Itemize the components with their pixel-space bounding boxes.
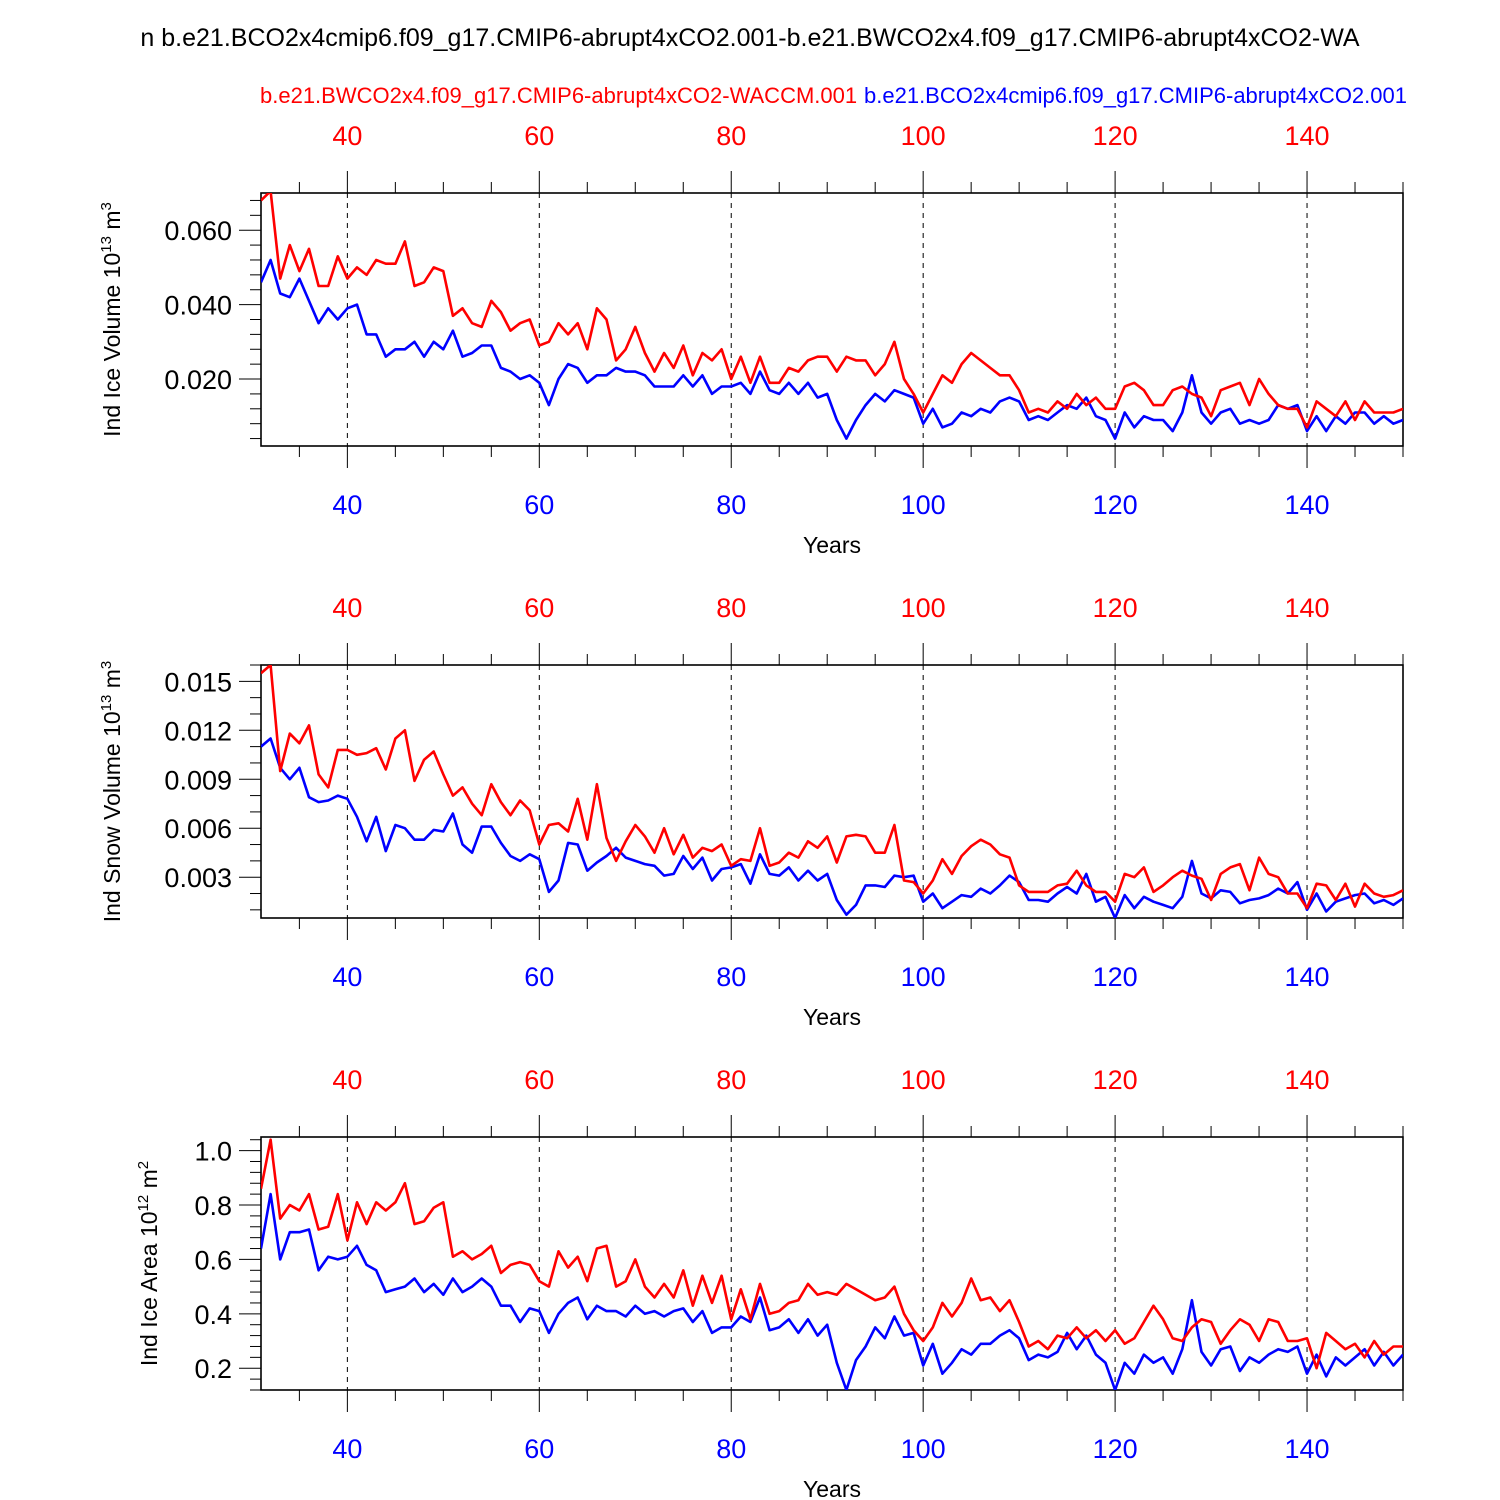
plot-frame	[260, 664, 1404, 919]
x-tick-label-top: 60	[524, 1065, 554, 1095]
x-tick-label-bottom: 140	[1285, 1434, 1330, 1464]
y-axis-label-main: Ind Ice Volume 10	[99, 253, 125, 437]
y-tick-label: 0.009	[164, 765, 232, 795]
x-tick-label-bottom: 60	[524, 1434, 554, 1464]
x-tick-label-top: 60	[524, 593, 554, 623]
y-axis-label-exponent: 12	[135, 1195, 152, 1212]
plot-frame	[260, 1136, 1404, 1391]
x-tick-label-top: 120	[1093, 1065, 1138, 1095]
x-tick-label-bottom: 120	[1093, 962, 1138, 992]
y-axis-label-unit-exponent: 3	[98, 661, 115, 669]
x-tick-label-bottom: 60	[524, 962, 554, 992]
legend-red-label: b.e21.BWCO2x4.f09_g17.CMIP6-abrupt4xCO2-…	[260, 83, 857, 108]
y-tick-label: 0.015	[164, 667, 232, 697]
x-axis-label: Years	[803, 1004, 861, 1030]
y-axis-label-main: Ind Snow Volume 10	[99, 711, 125, 922]
y-tick-label: 0.8	[194, 1191, 232, 1221]
x-axis-label: Years	[803, 1476, 861, 1500]
y-axis-label: Ind Ice Area 1012 m2	[135, 1161, 162, 1366]
series-line-red	[261, 665, 1403, 910]
y-axis-label: Ind Snow Volume 1013 m3	[98, 661, 125, 923]
x-tick-label-top: 120	[1093, 593, 1138, 623]
chart-panel-2: 0.003 0.006 0.009 0.012 0.015 40 40 60 60 80 80 100…	[98, 593, 1404, 1030]
x-tick-label-bottom: 120	[1093, 490, 1138, 520]
figure-title: n b.e21.BCO2x4cmip6.f09_g17.CMIP6-abrupt…	[140, 24, 1359, 52]
x-tick-label-top: 100	[901, 1065, 946, 1095]
y-tick-label: 0.020	[164, 365, 232, 395]
x-tick-label-bottom: 40	[332, 962, 362, 992]
x-tick-label-top: 120	[1093, 121, 1138, 151]
y-axis-label-unit: m	[99, 210, 125, 236]
y-axis-label-exponent: 13	[98, 695, 115, 712]
series-line-blue	[261, 258, 1403, 440]
y-tick-label: 0.003	[164, 863, 232, 893]
y-axis-label: Ind Ice Volume 1013 m3	[98, 202, 125, 437]
x-tick-label-bottom: 140	[1285, 490, 1330, 520]
x-tick-label-bottom: 80	[716, 1434, 746, 1464]
x-tick-label-bottom: 60	[524, 490, 554, 520]
y-tick-label: 0.6	[194, 1245, 232, 1275]
x-tick-label-top: 60	[524, 121, 554, 151]
legend-blue-label: b.e21.BCO2x4cmip6.f09_g17.CMIP6-abrupt4x…	[864, 83, 1407, 108]
x-tick-label-top: 80	[716, 593, 746, 623]
y-axis-label-unit-exponent: 2	[135, 1161, 152, 1169]
x-tick-label-bottom: 100	[901, 962, 946, 992]
x-tick-label-top: 100	[901, 593, 946, 623]
x-tick-label-bottom: 100	[901, 1434, 946, 1464]
y-tick-label: 1.0	[194, 1137, 232, 1167]
y-tick-label: 0.2	[194, 1354, 232, 1384]
y-axis-label-main: Ind Ice Area 10	[136, 1211, 162, 1366]
x-tick-label-top: 40	[332, 593, 362, 623]
x-tick-label-bottom: 140	[1285, 962, 1330, 992]
x-tick-label-top: 40	[332, 1065, 362, 1095]
x-tick-label-top: 80	[716, 1065, 746, 1095]
chart-panels: 0.020 0.040 0.060 40 40 60 60 80 80 100 100 120 120 1…	[98, 121, 1404, 1500]
y-axis-label-exponent: 13	[98, 236, 115, 253]
series-line-red	[261, 193, 1403, 429]
y-tick-label: 0.060	[164, 216, 232, 246]
x-tick-label-top: 80	[716, 121, 746, 151]
chart-panel-1: 0.020 0.040 0.060 40 40 60 60 80 80 100 100 120 120 1…	[98, 121, 1404, 558]
x-tick-label-top: 140	[1285, 121, 1330, 151]
y-axis-label-unit: m	[136, 1169, 162, 1195]
y-tick-label: 0.040	[164, 291, 232, 321]
x-tick-label-bottom: 120	[1093, 1434, 1138, 1464]
series-line-red	[261, 1138, 1403, 1370]
x-tick-label-bottom: 40	[332, 1434, 362, 1464]
x-tick-label-top: 100	[901, 121, 946, 151]
chart-panel-3: 0.2 0.4 0.6 0.8 1.0 40 40 60 60 80 80 100 100 120 120 1…	[135, 1065, 1404, 1500]
x-axis-label: Years	[803, 532, 861, 558]
y-tick-label: 0.006	[164, 814, 232, 844]
x-tick-label-bottom: 80	[716, 962, 746, 992]
x-tick-label-top: 140	[1285, 1065, 1330, 1095]
y-axis-label-unit: m	[99, 669, 125, 695]
y-axis-label-unit-exponent: 3	[98, 202, 115, 210]
x-tick-label-bottom: 40	[332, 490, 362, 520]
x-tick-label-bottom: 80	[716, 490, 746, 520]
y-tick-label: 0.4	[194, 1300, 232, 1330]
x-tick-label-bottom: 100	[901, 490, 946, 520]
y-tick-label: 0.012	[164, 716, 232, 746]
x-tick-label-top: 140	[1285, 593, 1330, 623]
x-tick-label-top: 40	[332, 121, 362, 151]
series-line-blue	[261, 1192, 1403, 1390]
